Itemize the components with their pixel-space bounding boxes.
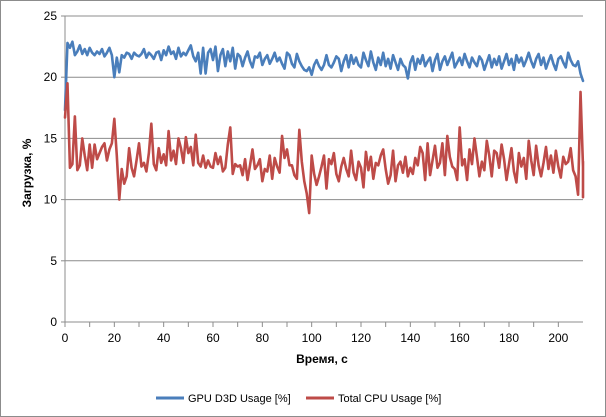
x-tick-label: 0 bbox=[62, 331, 69, 345]
x-tick-label: 160 bbox=[450, 331, 470, 345]
x-tick-label: 200 bbox=[548, 331, 568, 345]
y-tick-label: 20 bbox=[44, 70, 58, 84]
legend: GPU D3D Usage [%] Total CPU Usage [%] bbox=[156, 393, 441, 405]
y-tick-label: 0 bbox=[50, 315, 57, 329]
y-tick-label: 15 bbox=[44, 131, 58, 145]
series-lines bbox=[63, 40, 585, 215]
x-tick-label: 120 bbox=[351, 331, 371, 345]
series-line-cpu bbox=[63, 82, 585, 215]
y-tick-label: 25 bbox=[44, 9, 58, 23]
x-tick-label: 20 bbox=[108, 331, 122, 345]
x-tick-label: 40 bbox=[157, 331, 171, 345]
legend-label-cpu: Total CPU Usage [%] bbox=[338, 393, 441, 405]
x-tick-label: 60 bbox=[206, 331, 220, 345]
x-tick-label: 80 bbox=[256, 331, 270, 345]
y-tick-label: 5 bbox=[50, 254, 57, 268]
x-tick-label: 100 bbox=[302, 331, 322, 345]
y-tick-label: 10 bbox=[44, 193, 58, 207]
legend-label-gpu: GPU D3D Usage [%] bbox=[188, 393, 291, 405]
tick-labels: 0 5 10 15 20 25 0 20 40 60 80 100 120 140 160 180 200 bbox=[44, 9, 569, 345]
axes bbox=[61, 15, 583, 327]
x-tick-label: 140 bbox=[400, 331, 420, 345]
x-axis-title: Время, с bbox=[296, 352, 348, 366]
y-axis-title: Загрузка, % bbox=[20, 138, 34, 207]
series-line-gpu bbox=[63, 40, 585, 112]
x-tick-label: 180 bbox=[499, 331, 519, 345]
